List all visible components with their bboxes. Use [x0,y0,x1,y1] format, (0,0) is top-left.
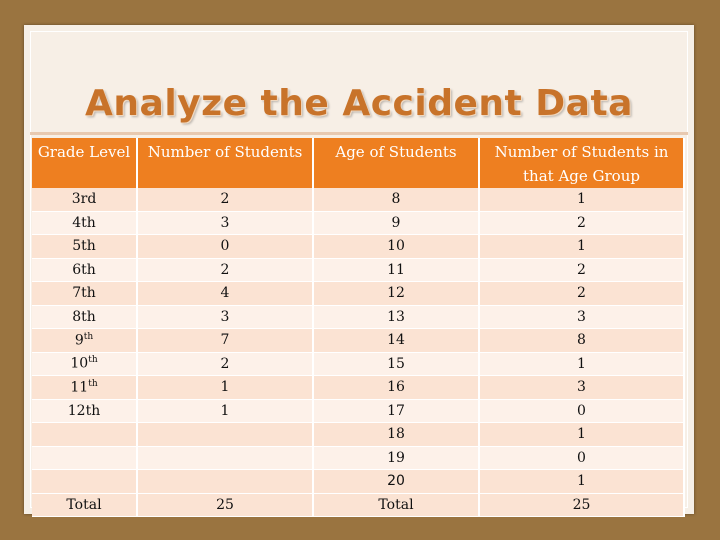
table-row: 11th 1 16 3 [32,375,685,400]
age-cell: 14 [313,328,480,353]
student-count-cell: 0 [137,234,314,259]
grade-cell: 4th [32,211,138,235]
age-group-count-cell: 8 [479,328,685,353]
grade-cell [32,446,138,470]
grade-value: 12th [67,402,101,419]
total-label-cell: Total [32,493,138,517]
grade-value: 9 [74,332,84,349]
grade-cell: 3rd [32,188,138,212]
grade-value: 6th [72,261,96,278]
age-cell: 20 [313,469,480,494]
grade-value: 5th [72,238,96,255]
student-count-cell: 7 [137,328,314,353]
grade-suffix: th [88,355,98,366]
table-row: 18 1 [32,422,685,447]
age-cell: 17 [313,399,480,423]
grade-suffix: th [83,331,94,342]
age-group-count-cell: 2 [479,281,685,306]
grade-value: 4th [72,214,96,231]
age-cell: 19 [313,446,480,470]
student-count-cell: 2 [137,258,314,282]
total-age-label-cell: Total [313,493,480,517]
table-row: 3rd 2 8 1 [32,188,685,212]
grade-cell [32,422,138,447]
age-group-count-cell: 2 [479,258,685,282]
total-age-count-cell: 25 [479,493,685,517]
age-group-count-cell: 1 [479,188,685,212]
age-group-count-cell: 1 [479,469,685,494]
student-count-cell: 1 [137,399,314,423]
age-cell: 10 [313,234,480,259]
header-grade-level: Grade Level [32,138,138,188]
age-cell: 18 [313,422,480,447]
age-group-count-cell: 3 [479,375,685,400]
table-row: 20 1 [32,469,685,494]
accident-data-table: Grade Level Number of Students Age of St… [32,138,685,517]
grade-value: 10 [70,356,89,373]
page-title: Analyze the Accident Data [85,83,633,124]
table-row: 5th 0 10 1 [32,234,685,259]
age-group-count-cell: 1 [479,352,685,376]
divider [30,132,688,135]
student-count-cell [137,422,314,447]
grade-cell: 5th [32,234,138,259]
age-cell: 8 [313,188,480,212]
grade-cell [32,469,138,494]
header-age-of-students: Age of Students [313,138,480,188]
age-group-count-cell: 2 [479,211,685,235]
grade-cell: 10th [32,352,138,376]
table-row: 6th 2 11 2 [32,258,685,282]
student-count-cell: 3 [137,305,314,329]
student-count-cell [137,469,314,494]
table-row: 4th 3 9 2 [32,211,685,235]
header-students-in-age-group: Number of Students in that Age Group [479,138,685,188]
grade-value: 11 [70,379,89,396]
age-group-count-cell: 0 [479,446,685,470]
grade-cell: 7th [32,281,138,306]
table-row: 10th 2 15 1 [32,352,685,376]
header-number-of-students: Number of Students [137,138,314,188]
grade-cell: 6th [32,258,138,282]
age-group-count-cell: 0 [479,399,685,423]
grade-value: 3rd [71,191,97,208]
grade-cell: 9th [32,328,138,353]
student-count-cell: 1 [137,375,314,400]
age-cell: 12 [313,281,480,306]
table-body: 3rd 2 8 1 4th 3 9 2 5th 0 10 1 6th 2 11 2 7th 4 12 2 8th 3 13 3… [32,188,685,517]
age-group-count-cell: 1 [479,234,685,259]
grade-cell: 11th [32,375,138,400]
table-row: 7th 4 12 2 [32,281,685,306]
student-count-cell: 2 [137,188,314,212]
table-row: 12th 1 17 0 [32,399,685,423]
age-cell: 13 [313,305,480,329]
age-group-count-cell: 1 [479,422,685,447]
student-count-cell: 3 [137,211,314,235]
student-count-cell: 2 [137,352,314,376]
age-cell: 15 [313,352,480,376]
grade-value: 8th [72,308,96,325]
age-group-count-cell: 3 [479,305,685,329]
table-row: 8th 3 13 3 [32,305,685,329]
age-cell: 16 [313,375,480,400]
grade-suffix: th [88,378,98,389]
age-cell: 9 [313,211,480,235]
student-count-cell: 4 [137,281,314,306]
grade-value: 7th [72,285,96,302]
table-row: 9th 7 14 8 [32,328,685,353]
total-count-cell: 25 [137,493,314,517]
grade-cell: 8th [32,305,138,329]
table-total-row: Total 25 Total 25 [32,493,685,517]
table-row: 19 0 [32,446,685,470]
table-header-row: Grade Level Number of Students Age of St… [32,138,685,188]
student-count-cell [137,446,314,470]
grade-cell: 12th [32,399,138,423]
age-cell: 11 [313,258,480,282]
